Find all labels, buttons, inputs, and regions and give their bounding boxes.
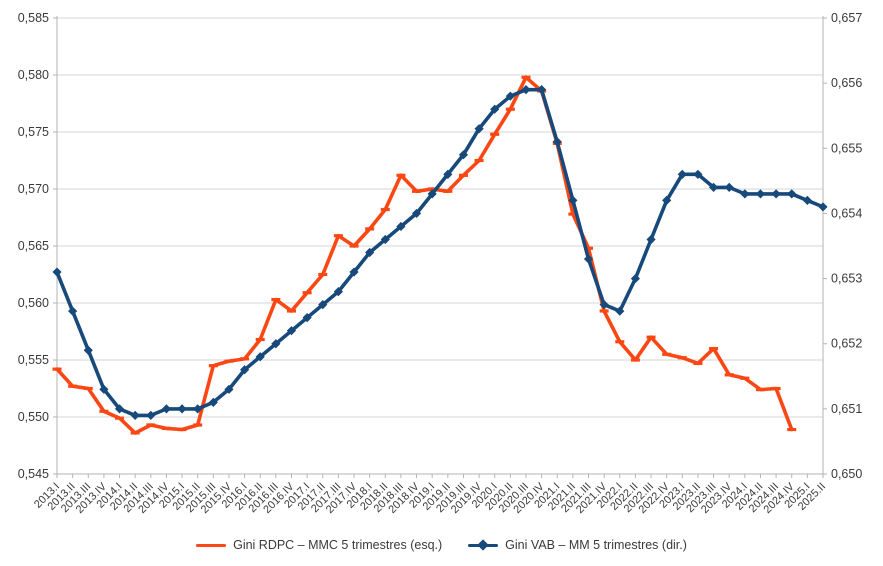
svg-text:0,654: 0,654: [831, 206, 862, 220]
svg-text:0,565: 0,565: [18, 239, 49, 253]
svg-text:0,585: 0,585: [18, 11, 49, 25]
svg-text:0,655: 0,655: [831, 141, 862, 155]
series-gini-vab: [52, 85, 828, 420]
blue-line-diamond-swatch: [468, 539, 499, 551]
legend-label-gini-vab: Gini VAB – MM 5 trimestres (dir.): [505, 538, 687, 552]
svg-text:0,651: 0,651: [831, 402, 862, 416]
svg-text:0,656: 0,656: [831, 76, 862, 90]
svg-text:0,653: 0,653: [831, 272, 862, 286]
legend-item-gini-vab: Gini VAB – MM 5 trimestres (dir.): [468, 538, 687, 552]
x-axis-labels: 2013.I2013.II2013.III2013.IV2014.I2014.I…: [32, 474, 828, 516]
svg-text:0,652: 0,652: [831, 337, 862, 351]
svg-text:0,570: 0,570: [18, 182, 49, 196]
legend-item-gini-rdpc: Gini RDPC – MMC 5 trimestres (esq.): [196, 538, 442, 552]
svg-text:0,550: 0,550: [18, 410, 49, 424]
svg-text:0,555: 0,555: [18, 353, 49, 367]
svg-text:0,575: 0,575: [18, 125, 49, 139]
axes: [56, 16, 824, 475]
gridlines: [57, 17, 823, 418]
svg-text:0,580: 0,580: [18, 68, 49, 82]
orange-line-swatch: [196, 541, 227, 550]
series-gini-rdpc: [52, 75, 797, 435]
svg-text:0,650: 0,650: [831, 467, 862, 481]
left-axis-labels: 0,585 0,580 0,575 0,570 0,565 0,560 0,555 0,550…: [18, 11, 57, 481]
legend-label-gini-rdpc: Gini RDPC – MMC 5 trimestres (esq.): [233, 538, 443, 552]
svg-text:0,545: 0,545: [18, 467, 49, 481]
svg-text:0,560: 0,560: [18, 296, 49, 310]
chart-legend: Gini RDPC – MMC 5 trimestres (esq.) Gini…: [0, 538, 883, 552]
right-axis-labels: 0,657 0,656 0,655 0,654 0,653 0,652 0,651 0,650: [823, 11, 862, 481]
svg-text:0,657: 0,657: [831, 11, 862, 25]
